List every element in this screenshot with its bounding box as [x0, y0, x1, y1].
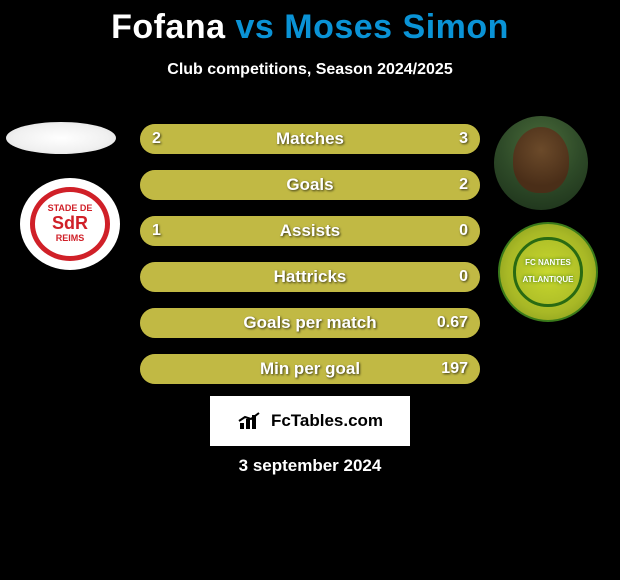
bar-value-right: 2 — [459, 170, 468, 200]
comparison-bars: Matches23Goals2Assists10Hattricks0Goals … — [140, 124, 480, 400]
footer-brand-text: FcTables.com — [271, 411, 383, 431]
bar-row: Assists1 0 — [140, 216, 480, 246]
bar-value-right: 0 — [459, 216, 468, 246]
player1-avatar — [6, 122, 116, 154]
bar-value-left: 2 — [152, 124, 161, 154]
player2-club-badge: FC NANTES ATLANTIQUE — [498, 222, 598, 322]
bar-value-right: 197 — [441, 354, 468, 384]
chart-icon — [237, 411, 265, 431]
title-player2: Moses Simon — [284, 8, 509, 46]
bar-row: Goals2 — [140, 170, 480, 200]
club-badge-ring: FC NANTES ATLANTIQUE — [513, 237, 582, 306]
player2-avatar — [494, 116, 588, 210]
bar-label: Hattricks — [140, 262, 480, 292]
club-badge-text: STADE DE SdR REIMS — [48, 204, 93, 244]
bar-label: Goals — [140, 170, 480, 200]
bar-value-left: 1 — [152, 216, 161, 246]
club-badge-ring: STADE DE SdR REIMS — [30, 187, 110, 261]
badge-text-top: FC NANTES — [525, 258, 571, 267]
bar-value-right: 0.67 — [437, 308, 468, 338]
club-badge-text: FC NANTES ATLANTIQUE — [523, 259, 574, 285]
footer-brand-card: FcTables.com — [210, 396, 410, 446]
badge-text-bottom: ATLANTIQUE — [523, 275, 574, 284]
page-title: Fofana vs Moses Simon — [0, 0, 620, 47]
player2-avatar-face — [513, 127, 569, 193]
player1-club-badge: STADE DE SdR REIMS — [20, 178, 120, 270]
subtitle: Club competitions, Season 2024/2025 — [0, 61, 620, 79]
badge-text-mid: SdR — [52, 213, 88, 233]
bar-row: Hattricks0 — [140, 262, 480, 292]
title-player1: Fofana — [111, 8, 225, 46]
badge-text-bottom: REIMS — [56, 233, 85, 243]
bar-row: Matches2 3 — [140, 124, 480, 154]
bar-value-right: 0 — [459, 262, 468, 292]
bar-label: Min per goal — [140, 354, 480, 384]
bar-row: Goals per match0.67 — [140, 308, 480, 338]
date-text: 3 september 2024 — [0, 456, 620, 476]
badge-text-top: STADE DE — [48, 203, 93, 213]
bar-label: Goals per match — [140, 308, 480, 338]
bar-label: Assists — [140, 216, 480, 246]
bar-label: Matches — [140, 124, 480, 154]
bar-row: Min per goal197 — [140, 354, 480, 384]
bar-value-right: 3 — [459, 124, 468, 154]
title-vs: vs — [235, 8, 274, 46]
